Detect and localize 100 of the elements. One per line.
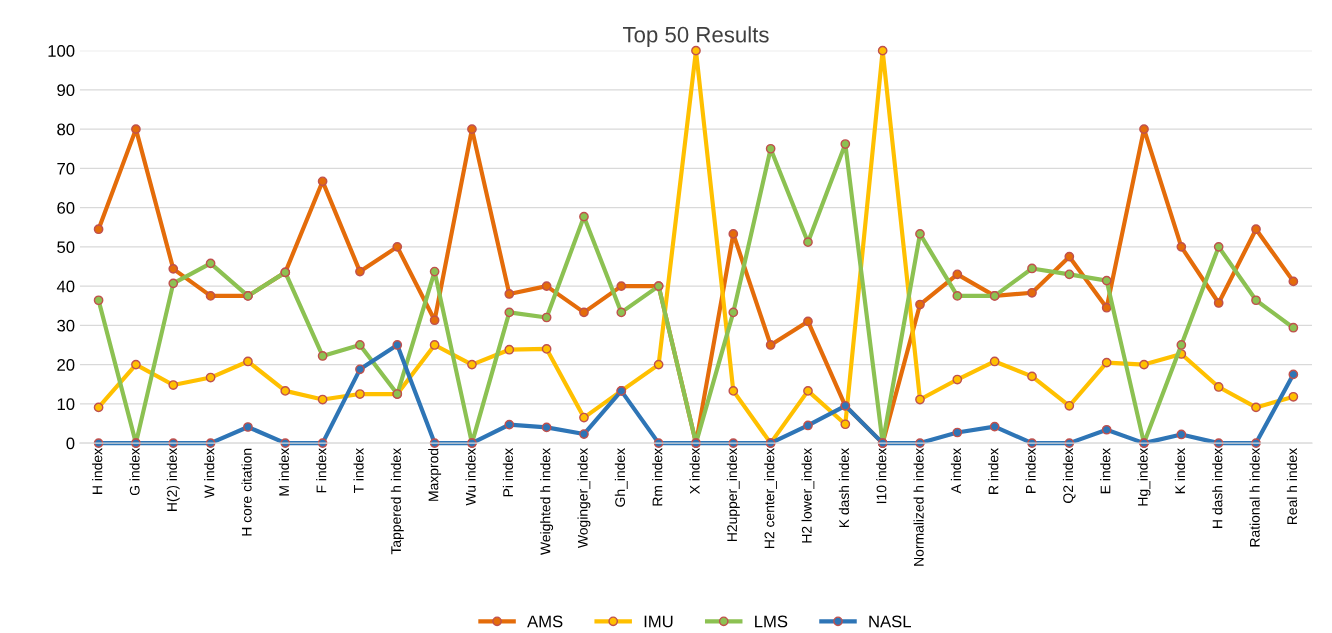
point <box>1288 391 1299 402</box>
point <box>168 278 179 289</box>
point <box>1288 322 1299 333</box>
point <box>429 315 440 326</box>
point <box>691 45 701 56</box>
point <box>1064 251 1075 262</box>
x-tick-label: H dash index <box>1212 448 1223 528</box>
x-tick-label: A index <box>950 448 962 494</box>
point <box>989 421 1000 432</box>
x-tick-label: Weighted h index <box>540 448 554 555</box>
point <box>429 340 440 350</box>
x-tick-label: F index <box>316 448 327 493</box>
point <box>1139 359 1149 370</box>
chart-title: Top 50 Results <box>622 26 769 47</box>
x-tick-label: Q2 index <box>1062 448 1076 503</box>
point <box>915 299 925 310</box>
point <box>653 359 664 370</box>
point <box>1251 402 1261 413</box>
x-tick-label: Woginger_index <box>577 448 591 549</box>
x-tick-label: Maxprod <box>428 448 442 501</box>
point <box>1176 242 1187 252</box>
point <box>541 312 552 323</box>
point <box>541 344 552 354</box>
point <box>579 412 589 423</box>
x-tick-label: H2 center_index <box>764 448 777 548</box>
point <box>616 307 627 318</box>
point <box>803 420 813 431</box>
point <box>915 229 925 239</box>
y-tick-label: 100 <box>48 45 75 57</box>
point <box>1288 276 1299 287</box>
point <box>1101 357 1112 368</box>
point <box>952 269 963 280</box>
point <box>205 291 216 301</box>
x-tick-label: H2 lower_index <box>801 448 815 543</box>
point <box>952 427 963 438</box>
point <box>392 242 403 252</box>
point <box>579 211 589 222</box>
x-tick-label: Tappered h index <box>390 448 404 555</box>
point <box>1101 424 1112 435</box>
point <box>989 356 1000 367</box>
x-tick-label: M index <box>278 448 289 496</box>
point <box>504 289 515 299</box>
legend-label: LMS <box>755 615 788 628</box>
x-tick-label: K index <box>1174 448 1186 494</box>
point <box>1064 269 1075 280</box>
point <box>355 340 365 350</box>
point <box>205 258 216 269</box>
point <box>803 316 813 327</box>
point <box>1213 298 1224 308</box>
point <box>168 380 179 390</box>
point <box>205 372 216 383</box>
x-tick-label: Rational h index <box>1249 448 1260 547</box>
x-tick-label: H core citation <box>241 448 252 536</box>
point <box>541 281 552 291</box>
x-tick-label: H2upper_index <box>726 448 740 542</box>
x-tick-label: W index <box>204 448 215 499</box>
point <box>504 344 515 355</box>
point <box>1251 295 1261 306</box>
point <box>541 422 552 433</box>
y-tick-label: 0 <box>66 437 75 450</box>
point <box>765 143 776 154</box>
x-tick-label: H(2) index <box>166 448 180 511</box>
y-tick-label: 20 <box>57 359 75 371</box>
point <box>1101 302 1112 313</box>
x-tick-label: Real h index <box>1286 448 1298 525</box>
x-tick-label: Normalized h index <box>913 448 924 566</box>
point <box>1139 124 1149 134</box>
y-tick-label: 60 <box>57 202 75 214</box>
y-tick-label: 50 <box>57 241 75 254</box>
legend-label: IMU <box>644 615 673 628</box>
point <box>1064 400 1075 411</box>
point <box>392 340 403 350</box>
point <box>616 281 627 291</box>
x-tick-label: X index <box>689 448 700 494</box>
point <box>952 374 963 385</box>
point <box>840 419 851 430</box>
point <box>1176 429 1187 440</box>
point <box>93 295 104 306</box>
x-tick-label: H index <box>92 448 103 494</box>
point <box>93 402 104 413</box>
x-tick-label: Gh_index <box>614 448 628 507</box>
point <box>1213 242 1224 252</box>
point <box>243 422 253 432</box>
point <box>803 386 813 396</box>
point <box>1027 287 1037 298</box>
x-tick-label: Pi index <box>502 448 514 497</box>
point <box>504 307 515 318</box>
point <box>355 266 365 277</box>
x-tick-label: Wu index <box>465 448 476 506</box>
point <box>317 176 328 187</box>
legend-label: NASL <box>869 615 911 628</box>
point <box>467 359 477 370</box>
point <box>579 307 589 318</box>
point <box>317 351 328 361</box>
point <box>915 394 925 405</box>
point <box>952 291 963 301</box>
x-tick-label: K dash index <box>838 448 850 528</box>
point <box>317 394 328 405</box>
x-tick-label: R index <box>988 448 999 494</box>
point <box>93 224 104 235</box>
